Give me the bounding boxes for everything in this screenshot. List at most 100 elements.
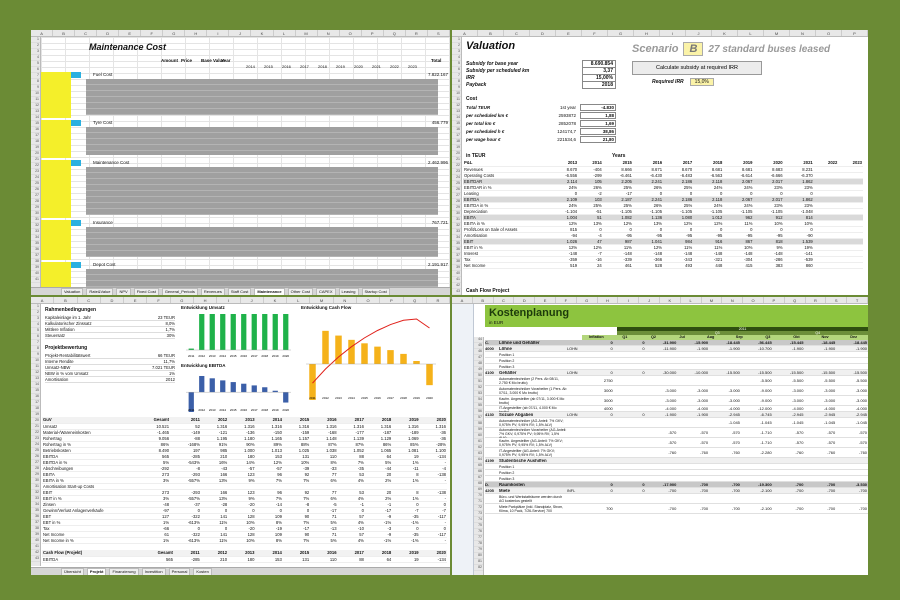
row-number[interactable]: 65 (474, 463, 483, 469)
sheet-tab[interactable]: Investition (141, 567, 166, 575)
table-cell[interactable]: 4% (337, 537, 365, 544)
row-number[interactable]: 36 (452, 247, 461, 253)
row-number[interactable]: 43 (452, 289, 461, 295)
column-letter[interactable]: Q (785, 297, 806, 303)
table-cell[interactable]: -33 (310, 465, 338, 472)
table-cell[interactable]: EBIT (42, 489, 132, 496)
cost-cell[interactable]: -3.000 (792, 398, 804, 403)
table-cell[interactable]: 85% (392, 441, 420, 448)
row-number[interactable]: 27 (452, 193, 461, 199)
cost-cell[interactable]: -570 (668, 430, 677, 435)
row-number[interactable]: 19 (31, 412, 40, 418)
row-number[interactable]: 1 (31, 304, 40, 310)
table-cell[interactable]: -57 (255, 465, 283, 472)
pl-cell[interactable]: 12% (578, 244, 603, 251)
column-letter[interactable]: I (660, 30, 686, 36)
cost-cell[interactable]: -9.000 (760, 388, 772, 393)
cost-cell[interactable]: -2.945 (823, 412, 836, 417)
table-cell[interactable]: -28% (419, 441, 447, 448)
table-cell[interactable]: -1 (337, 501, 365, 508)
table-cell[interactable]: 87% (310, 441, 338, 448)
row-number[interactable]: 38 (452, 259, 461, 265)
table-cell[interactable]: Betriebskosten (42, 447, 132, 454)
table-cell[interactable] (419, 483, 447, 490)
sheet-tab[interactable]: Valuation (61, 287, 84, 295)
table-cell[interactable]: 1.139 (337, 435, 365, 442)
row-number[interactable]: 12 (31, 370, 40, 376)
pl-cell[interactable] (838, 202, 863, 209)
column-letter[interactable]: R (406, 30, 428, 36)
table-cell[interactable]: 109 (255, 531, 283, 538)
row-number[interactable]: 5 (31, 328, 40, 334)
row-number[interactable]: 71 (474, 499, 483, 505)
table-cell[interactable]: -149 (170, 429, 201, 436)
cost-cell[interactable]: -3.000 (665, 388, 677, 393)
pl-cell[interactable]: 415 (723, 262, 754, 269)
column-letter[interactable]: E (124, 297, 148, 303)
pl-cell[interactable]: 11% (602, 244, 633, 251)
column-letter[interactable]: J (241, 297, 264, 303)
row-number[interactable]: 16 (31, 127, 40, 133)
pl-cell[interactable]: -321 (693, 256, 724, 263)
row-number[interactable]: 58 (474, 421, 483, 427)
pl-cell[interactable]: 10% (723, 244, 754, 251)
column-letter[interactable]: L (287, 297, 311, 303)
table-cell[interactable]: -292 (132, 465, 171, 472)
cost-cell[interactable]: 0 (642, 488, 645, 493)
pl-cell[interactable]: 1.862 (783, 178, 814, 185)
row-number[interactable]: 23 (452, 169, 461, 175)
pl-cell[interactable]: 8.231 (783, 166, 814, 173)
cost-cell[interactable]: -3.000 (696, 388, 709, 393)
pl-cell[interactable]: 24% (693, 202, 724, 209)
cost-cell[interactable]: -570 (827, 430, 836, 435)
pl-cell[interactable]: 912 (753, 214, 784, 221)
table-cell[interactable]: 13% (200, 495, 229, 502)
table-cell[interactable]: 166 (200, 471, 229, 478)
table-cell[interactable]: 1% (392, 495, 420, 502)
row-number[interactable]: 13 (31, 376, 40, 382)
table-cell[interactable]: 153 (255, 453, 283, 460)
pl-cell[interactable] (813, 178, 839, 185)
table-cell[interactable]: 7% (282, 537, 311, 544)
row-number[interactable]: 37 (31, 253, 40, 259)
table-cell[interactable]: -14 (255, 501, 283, 508)
table-cell[interactable]: -39 (282, 465, 311, 472)
column-letter[interactable]: N (790, 30, 816, 36)
pl-cell[interactable]: 13% (632, 220, 664, 227)
pl-cell[interactable]: -1.104 (548, 208, 579, 215)
table-cell[interactable]: 1% (132, 537, 171, 544)
table-cell[interactable]: Material-/Wareneinkosten (42, 429, 132, 436)
cost-cell[interactable]: -570 (827, 440, 836, 445)
row-number[interactable]: 16 (452, 127, 461, 133)
kv-value[interactable]: 23 TEUR (157, 315, 175, 320)
table-cell[interactable]: EBT in % (42, 519, 132, 526)
pl-cell[interactable]: 8.681 (693, 166, 724, 173)
cost-cell[interactable]: -570 (700, 430, 709, 435)
cost-cell[interactable]: -3.000 (823, 388, 836, 393)
pl-cell[interactable]: 0 (723, 190, 754, 197)
row-number[interactable]: 6 (452, 67, 461, 73)
row-number[interactable]: 36 (31, 247, 40, 253)
table-cell[interactable]: -20 (228, 501, 256, 508)
cost-cell[interactable]: -4.000 (728, 406, 740, 411)
cost-cell[interactable]: -1.900 (665, 412, 677, 417)
table-cell[interactable]: -285 (170, 453, 201, 460)
pl-cell[interactable]: -6.666 (753, 172, 784, 179)
table-cell[interactable] (228, 483, 256, 490)
cost-cell[interactable]: -18.445 (821, 340, 836, 345)
row-number[interactable]: 30 (31, 478, 40, 484)
column-letter[interactable]: N (722, 297, 744, 303)
pl-cell[interactable]: -304 (723, 256, 754, 263)
table-cell[interactable]: 1.316 (200, 423, 229, 430)
table-cell[interactable]: 57 (337, 531, 365, 538)
pl-cell[interactable]: 24% (548, 184, 579, 191)
column-letter[interactable]: I (217, 297, 241, 303)
row-number[interactable]: 38 (31, 259, 40, 265)
table-cell[interactable]: 8% (255, 519, 283, 526)
pl-cell[interactable]: -366 (632, 256, 664, 263)
cost-cell[interactable]: -760 (859, 450, 868, 455)
row-number[interactable]: 17 (31, 400, 40, 406)
cost-cell[interactable]: -5.500 (855, 378, 868, 383)
pl-cell[interactable] (813, 232, 839, 239)
pl-cell[interactable] (838, 226, 863, 233)
